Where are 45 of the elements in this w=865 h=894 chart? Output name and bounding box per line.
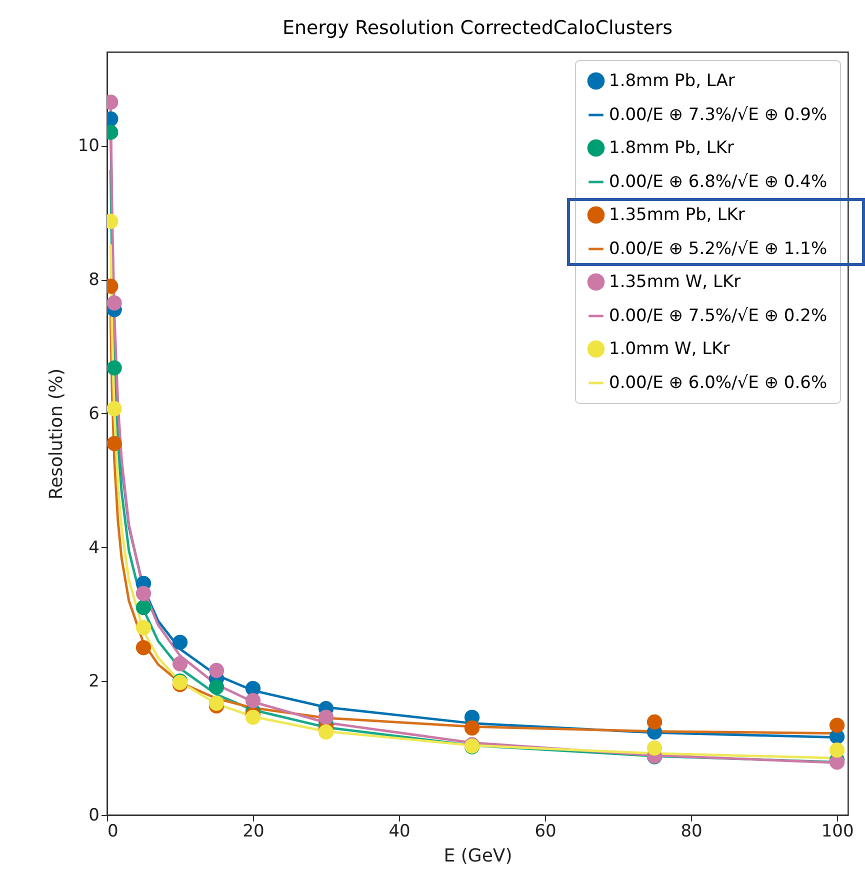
legend-label: 1.8mm Pb, LAr (609, 71, 735, 91)
x-tick-label: 0 (108, 822, 118, 842)
point (829, 718, 845, 733)
legend-label: 1.35mm Pb, LKr (609, 205, 745, 225)
point (107, 401, 122, 416)
y-tick-label: 8 (88, 270, 100, 290)
x-axis-title: E (GeV) (444, 846, 512, 866)
chart-title: Energy Resolution CorrectedCaloClusters (282, 17, 673, 39)
point (208, 662, 224, 678)
legend-label: 0.00/E ⊕ 5.2%/√E ⊕ 1.1% (609, 239, 828, 259)
point (172, 656, 188, 672)
point (245, 692, 261, 708)
x-tick-label: 80 (680, 822, 702, 842)
legend-label: 0.00/E ⊕ 7.5%/√E ⊕ 0.2% (609, 306, 828, 326)
point (136, 640, 152, 656)
point (318, 710, 334, 725)
point (136, 620, 152, 636)
point (646, 740, 662, 756)
point (172, 634, 188, 650)
point (646, 714, 662, 730)
y-tick-label: 6 (88, 404, 100, 424)
x-tick-label: 60 (534, 822, 556, 842)
point (107, 360, 122, 376)
legend-label: 0.00/E ⊕ 6.0%/√E ⊕ 0.6% (609, 373, 828, 393)
point (318, 724, 334, 740)
point (136, 600, 152, 616)
y-tick-label: 10 (78, 136, 100, 156)
legend-label: 0.00/E ⊕ 6.8%/√E ⊕ 0.4% (609, 172, 828, 192)
y-axis-title: Resolution (%) (46, 368, 67, 500)
point (107, 295, 122, 311)
legend-label: 1.8mm Pb, LKr (609, 138, 734, 158)
legend-label: 1.35mm W, LKr (609, 272, 741, 292)
point (829, 742, 845, 758)
point (208, 680, 224, 695)
y-tick-label: 4 (88, 538, 100, 558)
point (464, 720, 480, 736)
legend-label: 0.00/E ⊕ 7.3%/√E ⊕ 0.9% (609, 105, 828, 125)
x-tick-label: 100 (821, 822, 854, 842)
legend-label: 1.0mm W, LKr (609, 339, 730, 359)
point (107, 436, 122, 452)
y-tick-label: 0 (88, 806, 100, 826)
point (136, 586, 152, 602)
x-tick-label: 20 (242, 822, 264, 842)
y-tick-label: 2 (88, 672, 100, 692)
x-tick-label: 40 (388, 822, 410, 842)
